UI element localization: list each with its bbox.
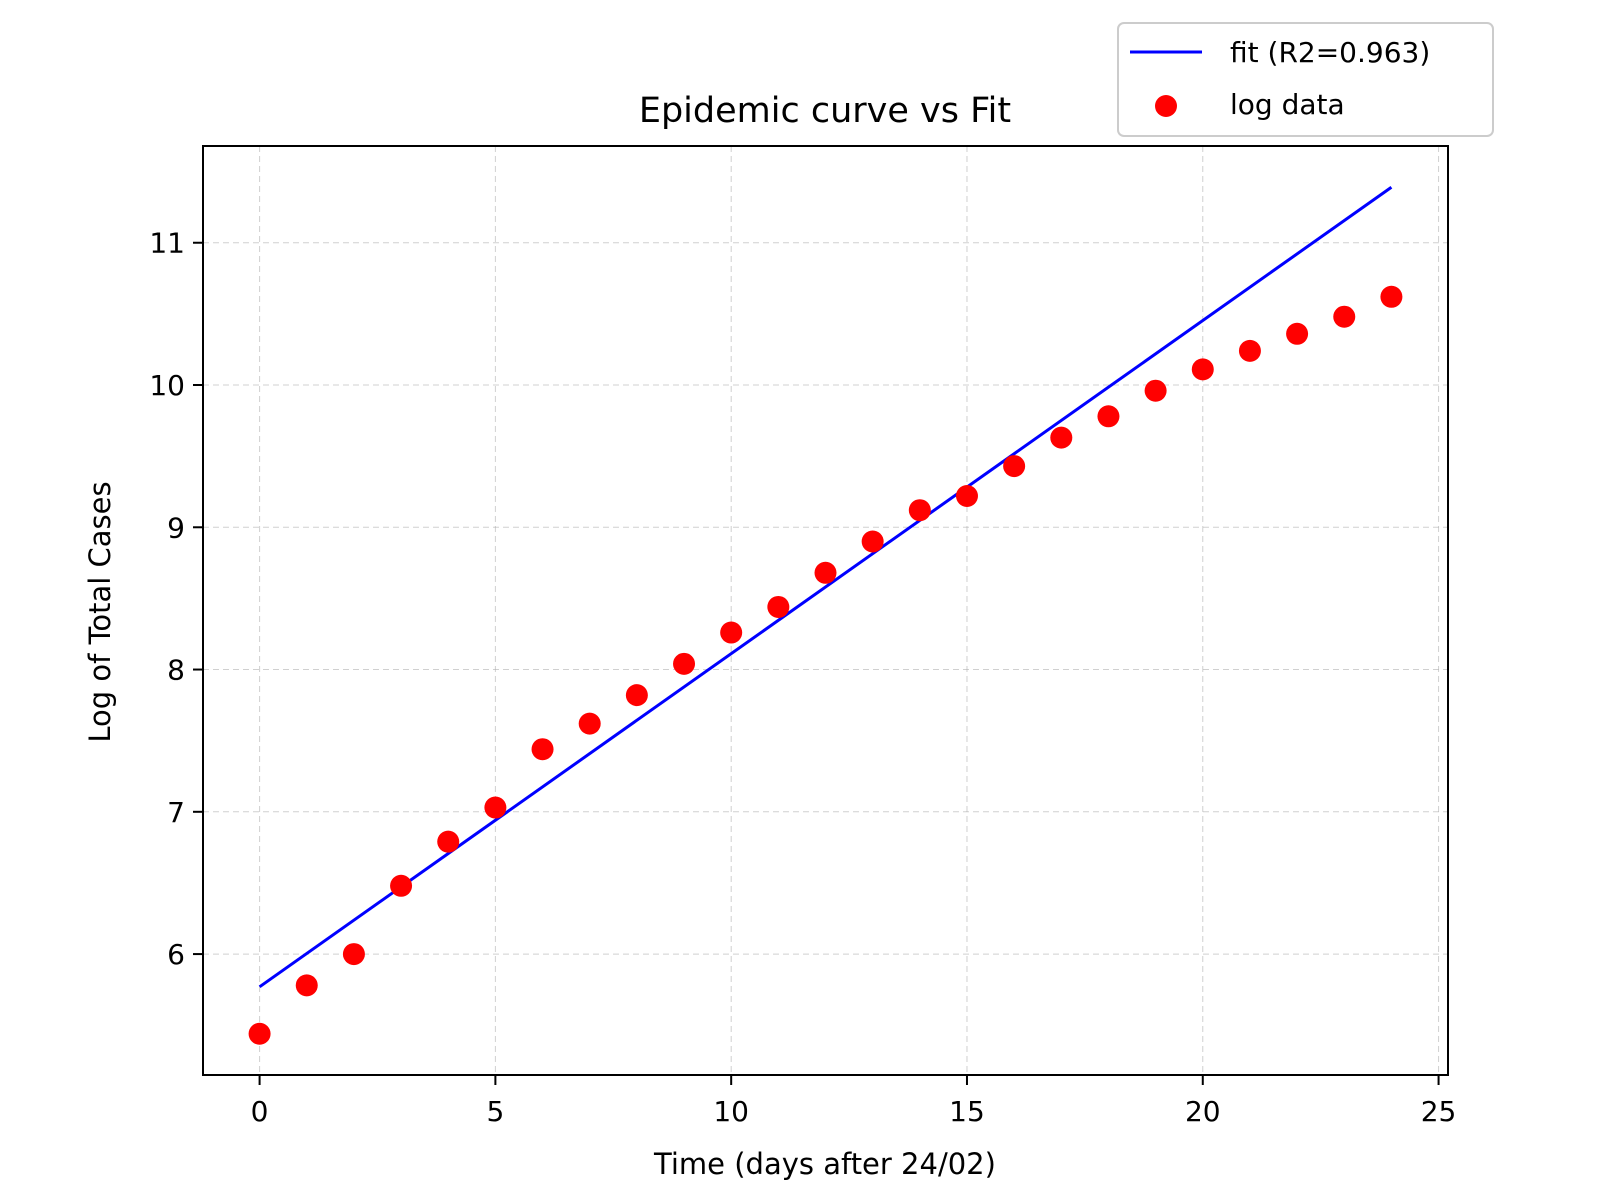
data-point — [814, 561, 837, 584]
grid — [203, 146, 1448, 1075]
legend-data-swatch — [1155, 95, 1177, 117]
x-axis-label: Time (days after 24/02) — [653, 1147, 996, 1181]
data-point — [1238, 339, 1261, 362]
data-point — [767, 595, 790, 618]
data-point — [1144, 379, 1167, 402]
legend-fit-label: fit (R2=0.963) — [1230, 36, 1430, 69]
legend: fit (R2=0.963) log data — [1117, 22, 1494, 137]
x-tick-label: 0 — [251, 1095, 269, 1128]
data-point — [673, 652, 696, 675]
y-tick-label: 6 — [167, 938, 185, 971]
y-axis-label: Log of Total Cases — [83, 481, 117, 742]
data-point — [720, 621, 743, 644]
plot-frame — [202, 145, 1449, 1076]
x-tick-label: 5 — [486, 1095, 504, 1128]
data-point — [1097, 405, 1120, 428]
x-tick-label: 10 — [713, 1095, 749, 1128]
data-point — [578, 712, 601, 735]
data-point — [625, 684, 648, 707]
data-point — [908, 499, 931, 522]
data-point — [1333, 305, 1356, 328]
y-tick-label: 7 — [167, 796, 185, 829]
x-tick-label: 15 — [949, 1095, 985, 1128]
y-axis: 6 7 8 9 10 11 — [149, 227, 203, 971]
chart-title: Epidemic curve vs Fit — [639, 91, 1011, 131]
data-point — [531, 738, 554, 761]
x-axis: 0 5 10 15 20 25 — [251, 1075, 1457, 1128]
data-point — [1191, 358, 1214, 381]
fit-series — [258, 186, 1393, 989]
data-point — [1380, 285, 1403, 308]
log-data-series — [248, 285, 1403, 1045]
data-point — [955, 484, 978, 507]
y-tick-label: 11 — [149, 227, 185, 260]
legend-data-label: log data — [1230, 88, 1345, 121]
data-point — [295, 974, 318, 997]
data-point — [1286, 322, 1309, 345]
data-point — [248, 1022, 271, 1045]
data-point — [1050, 426, 1073, 449]
data-point — [1003, 455, 1026, 478]
x-tick-label: 20 — [1185, 1095, 1221, 1128]
data-point — [390, 874, 413, 897]
y-tick-label: 9 — [167, 511, 185, 544]
fit-line — [258, 186, 1393, 989]
data-point — [861, 530, 884, 553]
data-point — [484, 796, 507, 819]
data-point — [437, 830, 460, 853]
y-tick-label: 10 — [149, 369, 185, 402]
legend-box — [1117, 22, 1494, 137]
x-tick-label: 25 — [1421, 1095, 1457, 1128]
y-tick-label: 8 — [167, 654, 185, 687]
data-point — [342, 943, 365, 966]
